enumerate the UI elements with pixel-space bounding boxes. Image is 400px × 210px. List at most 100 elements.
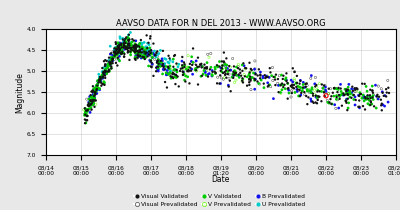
- Point: [335, 86, 342, 89]
- Point: [352, 87, 358, 90]
- Point: [137, 55, 144, 58]
- Point: [132, 57, 138, 60]
- Point: [165, 54, 172, 58]
- Point: [142, 53, 148, 56]
- Point: [172, 68, 178, 71]
- Point: [139, 43, 145, 46]
- Point: [378, 104, 384, 107]
- Point: [134, 53, 141, 56]
- Point: [229, 75, 235, 79]
- Point: [383, 88, 389, 91]
- Point: [284, 81, 291, 85]
- Point: [91, 94, 97, 98]
- Point: [320, 87, 326, 90]
- Point: [96, 77, 102, 81]
- Point: [104, 70, 111, 73]
- Point: [282, 87, 288, 91]
- Point: [300, 83, 306, 86]
- Point: [266, 76, 272, 79]
- Point: [89, 100, 95, 103]
- Point: [135, 50, 141, 53]
- Point: [372, 84, 379, 87]
- Point: [326, 87, 332, 90]
- Point: [96, 79, 102, 82]
- Point: [135, 51, 142, 54]
- Point: [335, 88, 342, 91]
- Point: [331, 86, 338, 90]
- Point: [240, 81, 246, 84]
- Point: [246, 83, 252, 87]
- Point: [239, 63, 246, 67]
- Point: [122, 45, 128, 48]
- Point: [378, 102, 385, 105]
- Point: [369, 84, 376, 88]
- Point: [231, 81, 238, 84]
- Point: [333, 98, 340, 101]
- Point: [120, 51, 127, 54]
- Point: [94, 84, 100, 87]
- Point: [130, 44, 137, 47]
- Point: [93, 90, 100, 93]
- Point: [136, 50, 143, 53]
- Point: [224, 63, 230, 67]
- Point: [138, 54, 144, 57]
- Point: [90, 99, 96, 103]
- Point: [358, 96, 364, 99]
- Point: [226, 69, 232, 72]
- Point: [121, 52, 128, 56]
- Point: [92, 103, 99, 106]
- Point: [107, 62, 114, 65]
- Point: [113, 42, 119, 46]
- Point: [146, 46, 153, 50]
- Point: [239, 79, 245, 83]
- Point: [131, 48, 138, 51]
- Point: [112, 41, 119, 44]
- Point: [141, 41, 147, 44]
- Point: [106, 60, 112, 63]
- Point: [273, 73, 279, 76]
- Point: [92, 96, 98, 99]
- Point: [102, 74, 108, 77]
- Point: [369, 102, 375, 106]
- Point: [321, 91, 327, 94]
- Point: [222, 73, 228, 77]
- Point: [230, 73, 237, 76]
- Point: [124, 46, 131, 49]
- Point: [128, 42, 134, 45]
- Point: [362, 96, 368, 99]
- Point: [141, 50, 148, 53]
- Point: [243, 67, 249, 70]
- Point: [204, 53, 211, 56]
- Point: [122, 41, 129, 45]
- Point: [313, 96, 319, 99]
- Point: [113, 49, 120, 52]
- Point: [179, 59, 185, 63]
- Point: [299, 89, 306, 92]
- Point: [181, 72, 187, 76]
- Point: [312, 85, 318, 88]
- Point: [343, 97, 350, 101]
- Point: [143, 47, 150, 50]
- Point: [260, 76, 266, 79]
- Point: [167, 69, 174, 73]
- Point: [181, 63, 188, 66]
- Point: [187, 66, 194, 70]
- Point: [167, 59, 174, 62]
- Point: [136, 53, 143, 56]
- Point: [93, 84, 99, 88]
- Point: [312, 76, 319, 79]
- Point: [86, 102, 92, 105]
- Point: [125, 36, 131, 39]
- Point: [98, 75, 104, 79]
- Point: [288, 84, 294, 88]
- Point: [380, 91, 386, 94]
- Point: [291, 70, 298, 73]
- Point: [92, 90, 99, 94]
- Point: [100, 70, 106, 74]
- Point: [125, 42, 131, 46]
- Point: [116, 46, 122, 50]
- Point: [150, 52, 157, 56]
- Point: [99, 74, 105, 77]
- Point: [385, 86, 392, 89]
- Point: [294, 90, 300, 93]
